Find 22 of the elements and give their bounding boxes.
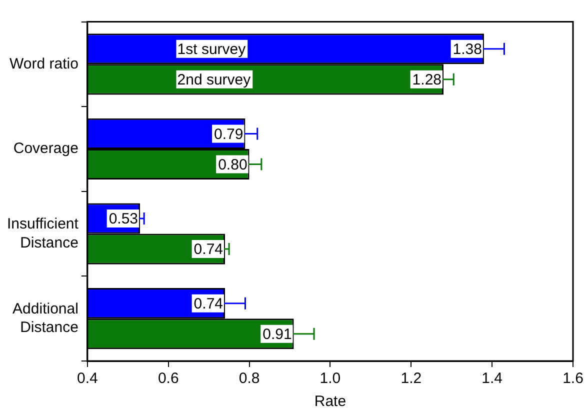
data-label: 0.79 — [214, 126, 244, 143]
y-tick-label: Additional Distance — [12, 300, 78, 336]
x-tick-label: 1.2 — [400, 370, 422, 388]
data-label: 1.38 — [452, 41, 482, 58]
y-tick-label: Word ratio — [10, 55, 78, 72]
data-label: 0.74 — [194, 241, 224, 258]
x-tick-label: 1.6 — [562, 370, 584, 388]
y-tick-label: Insufficient Distance — [6, 216, 80, 252]
x-tick-label: 1.0 — [320, 370, 341, 388]
x-tick-label: 0.4 — [77, 370, 98, 388]
x-tick-label: 0.6 — [158, 370, 179, 388]
data-label: 0.80 — [218, 156, 248, 174]
y-tick-label: Coverage — [13, 140, 78, 158]
x-tick-label: 1.4 — [482, 370, 502, 388]
data-label: 0.74 — [194, 295, 224, 312]
data-label: 0.91 — [262, 326, 292, 343]
series-label: 1st survey — [177, 41, 246, 58]
x-axis-title: Rate — [314, 393, 346, 410]
data-label: 1.28 — [412, 72, 442, 89]
data-label: 0.53 — [108, 210, 138, 228]
x-tick-label: 0.8 — [238, 370, 260, 388]
series-label: 2nd survey — [177, 72, 252, 89]
